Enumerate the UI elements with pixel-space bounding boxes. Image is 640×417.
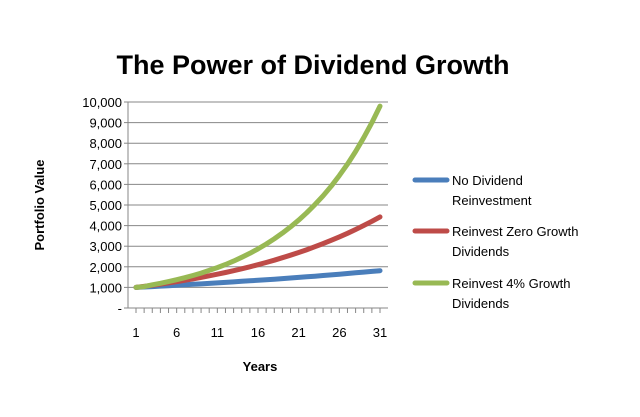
x-tick-label: 21 bbox=[291, 325, 305, 340]
y-tick-label: - bbox=[118, 301, 122, 316]
y-tick-label: 2,000 bbox=[89, 260, 122, 275]
y-tick-label: 4,000 bbox=[89, 219, 122, 234]
legend: No Dividend Reinvestment Reinvest Zero Gro… bbox=[412, 173, 578, 311]
y-tick-label: 3,000 bbox=[89, 239, 122, 254]
x-axis-title: Years bbox=[243, 359, 278, 374]
x-tick-labels: 1 6 11 16 21 26 31 bbox=[132, 325, 387, 340]
x-tick-label: 1 bbox=[132, 325, 139, 340]
series-line-2 bbox=[133, 214, 383, 290]
gridlines bbox=[128, 101, 388, 288]
x-tick-label: 31 bbox=[373, 325, 387, 340]
legend-label-3: Reinvest 4% Growth Dividends bbox=[452, 276, 571, 311]
series-line-3 bbox=[133, 103, 383, 290]
y-tick-labels: - 1,000 2,000 3,000 4,000 5,000 6,000 7,000 8,00… bbox=[82, 95, 122, 316]
x-tick-label: 11 bbox=[211, 325, 225, 340]
series-lines bbox=[133, 103, 383, 290]
y-tick-label: 1,000 bbox=[89, 280, 122, 295]
legend-label-2: Reinvest Zero Growth Dividends bbox=[452, 224, 578, 259]
legend-label-1: No Dividend Reinvestment bbox=[452, 173, 532, 208]
y-tick-label: 5,000 bbox=[89, 198, 122, 213]
y-tick-label: 9,000 bbox=[89, 116, 122, 131]
series-line-1 bbox=[133, 268, 383, 290]
axes bbox=[124, 101, 388, 313]
y-axis-title: Portfolio Value bbox=[32, 159, 47, 250]
y-tick-label: 7,000 bbox=[89, 157, 122, 172]
y-tick-label: 10,000 bbox=[82, 95, 122, 110]
y-tick-label: 8,000 bbox=[89, 136, 122, 151]
x-tick-label: 26 bbox=[332, 325, 346, 340]
chart-title: The Power of Dividend Growth bbox=[116, 50, 509, 80]
x-tick-label: 16 bbox=[251, 325, 265, 340]
y-tick-label: 6,000 bbox=[89, 177, 122, 192]
x-tick-label: 6 bbox=[173, 325, 180, 340]
